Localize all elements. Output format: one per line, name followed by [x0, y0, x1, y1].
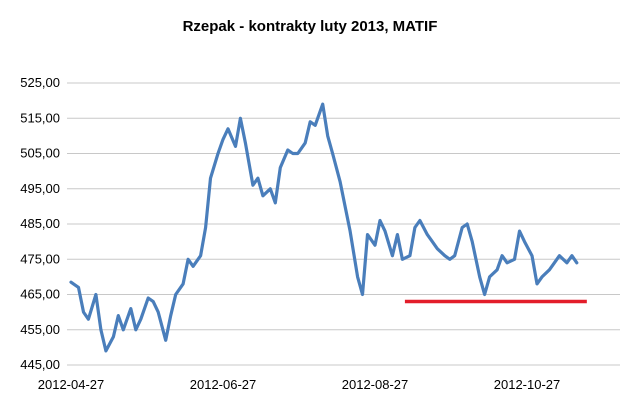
y-tick-label: 495,00 — [20, 181, 60, 196]
x-tick-label: 2012-04-27 — [38, 377, 105, 392]
x-tick-label: 2012-10-27 — [494, 377, 561, 392]
y-tick-label: 485,00 — [20, 216, 60, 231]
y-tick-label: 515,00 — [20, 110, 60, 125]
chart-title: Rzepak - kontrakty luty 2013, MATIF — [182, 18, 438, 35]
y-tick-label: 525,00 — [20, 75, 60, 90]
y-tick-label: 505,00 — [20, 146, 60, 161]
y-tick-label: 465,00 — [20, 287, 60, 302]
price-series-line — [69, 102, 579, 353]
y-tick-label: 455,00 — [20, 322, 60, 337]
x-tick-label: 2012-08-27 — [342, 377, 409, 392]
x-tick-label: 2012-06-27 — [190, 377, 257, 392]
y-tick-label: 475,00 — [20, 251, 60, 266]
y-tick-label: 445,00 — [20, 357, 60, 372]
